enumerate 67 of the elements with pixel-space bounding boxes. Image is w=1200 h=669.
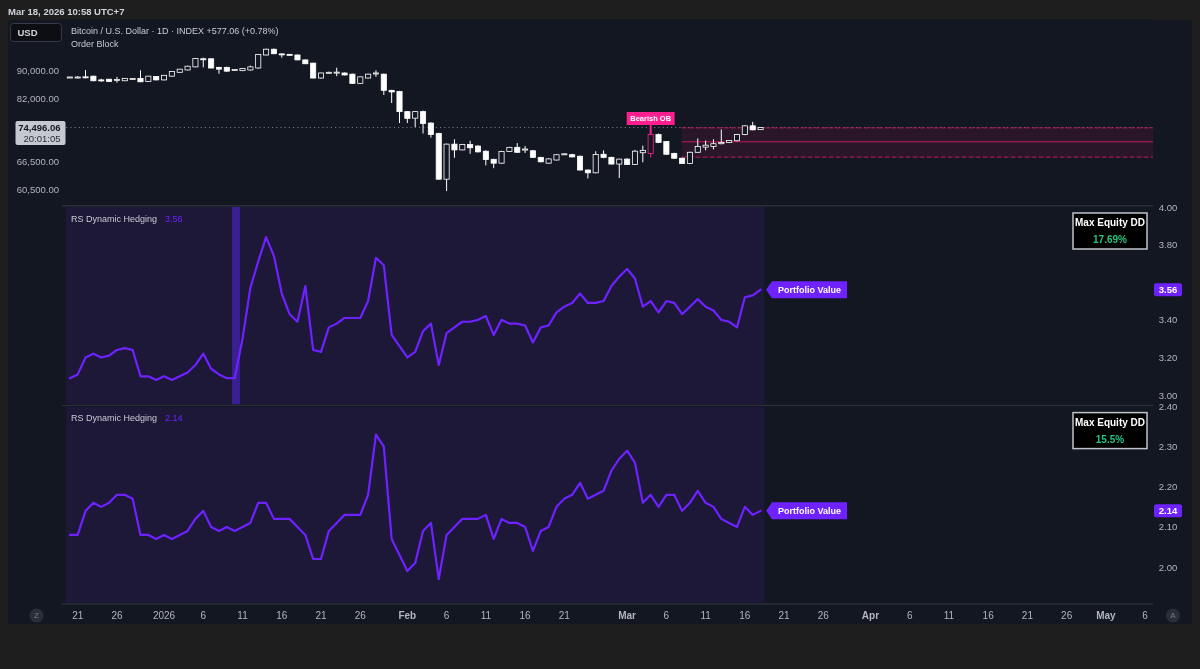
x-tick-label: Mar: [618, 610, 637, 621]
line-series: [68, 433, 762, 581]
y-tick-label: 60,500.00: [16, 184, 59, 196]
text: 3.56: [1158, 284, 1178, 296]
y-tick-label: 2.20: [1158, 481, 1178, 493]
annotation: Max Equity DD: [1074, 416, 1146, 428]
text: Order Block: [71, 38, 120, 49]
text: Z: [34, 611, 40, 620]
series-label: Portfolio Value: [778, 284, 842, 295]
y-tick-label: 4.00: [1158, 201, 1178, 213]
text: A: [1170, 611, 1177, 620]
y-tick-label: 3.40: [1158, 314, 1178, 326]
y-tick-label: 2.10: [1158, 521, 1178, 533]
x-tick-label: 11: [237, 610, 249, 621]
x-tick-label: May: [1096, 610, 1117, 621]
candlestick: [522, 145, 529, 154]
text: RS Dynamic Hedging: [71, 413, 158, 424]
x-tick-label: 26: [111, 610, 123, 621]
x-tick-label: 6: [1142, 610, 1149, 621]
x-tick-label: 2026: [152, 610, 176, 621]
x-tick-label: 21: [778, 610, 791, 621]
annotation: 15.5%: [1095, 433, 1125, 445]
y-tick-label: 82,000.00: [16, 93, 59, 105]
text: RS Dynamic Hedging: [71, 213, 158, 224]
annotation: Max Equity DD: [1074, 217, 1146, 228]
line-series: [68, 236, 762, 382]
x-tick-label: 21: [315, 610, 328, 621]
candlestick: [113, 76, 120, 84]
y-tick-label: 2.30: [1158, 441, 1178, 453]
x-tick-label: 21: [72, 610, 84, 621]
candlestick: [372, 69, 379, 78]
x-tick-label: 11: [480, 610, 492, 621]
x-tick-label: 16: [519, 610, 532, 621]
ref-line-label: 74,496.06: [18, 121, 61, 133]
candlestick: [215, 66, 222, 75]
x-tick-label: 11: [943, 610, 955, 621]
x-tick-label: Feb: [398, 610, 417, 621]
text: Mar 18, 2026 10:58 UTC+7: [8, 5, 125, 17]
y-tick-label: 66,500.00: [16, 155, 59, 167]
x-tick-label: 16: [276, 610, 288, 621]
y-tick-label: 3.00: [1158, 389, 1178, 401]
x-tick-label: 11: [700, 610, 712, 621]
y-tick-label: 2.40: [1158, 401, 1178, 413]
annotation: 17.69%: [1093, 234, 1128, 245]
x-tick-label: 26: [354, 610, 367, 621]
x-tick-label: 16: [982, 610, 995, 621]
x-tick-label: 21: [558, 610, 571, 621]
text: 3.56: [165, 213, 183, 224]
y-tick-label: 3.20: [1158, 351, 1178, 363]
y-tick-label: 2.00: [1158, 561, 1178, 573]
text: Bitcoin / U.S. Dollar · 1D · INDEX +577.06 (+0.78%): [71, 25, 279, 36]
x-tick-label: 6: [443, 610, 450, 621]
x-tick-label: Apr: [861, 610, 880, 621]
x-tick-label: 6: [200, 610, 207, 621]
series-label: Portfolio Value: [778, 505, 842, 516]
x-tick-label: 26: [1061, 610, 1073, 621]
x-tick-label: 6: [906, 610, 913, 621]
text: USD: [17, 27, 38, 38]
x-tick-label: 6: [663, 610, 670, 621]
y-tick-label: 3.80: [1158, 239, 1178, 251]
text: 20:01:05: [23, 132, 61, 144]
text: 2.14: [165, 413, 183, 424]
x-tick-label: 16: [739, 610, 751, 621]
text: 2.14: [1158, 505, 1178, 517]
x-tick-label: 26: [817, 610, 830, 621]
y-tick-label: 90,000.00: [16, 65, 59, 77]
x-tick-label: 21: [1021, 610, 1034, 621]
